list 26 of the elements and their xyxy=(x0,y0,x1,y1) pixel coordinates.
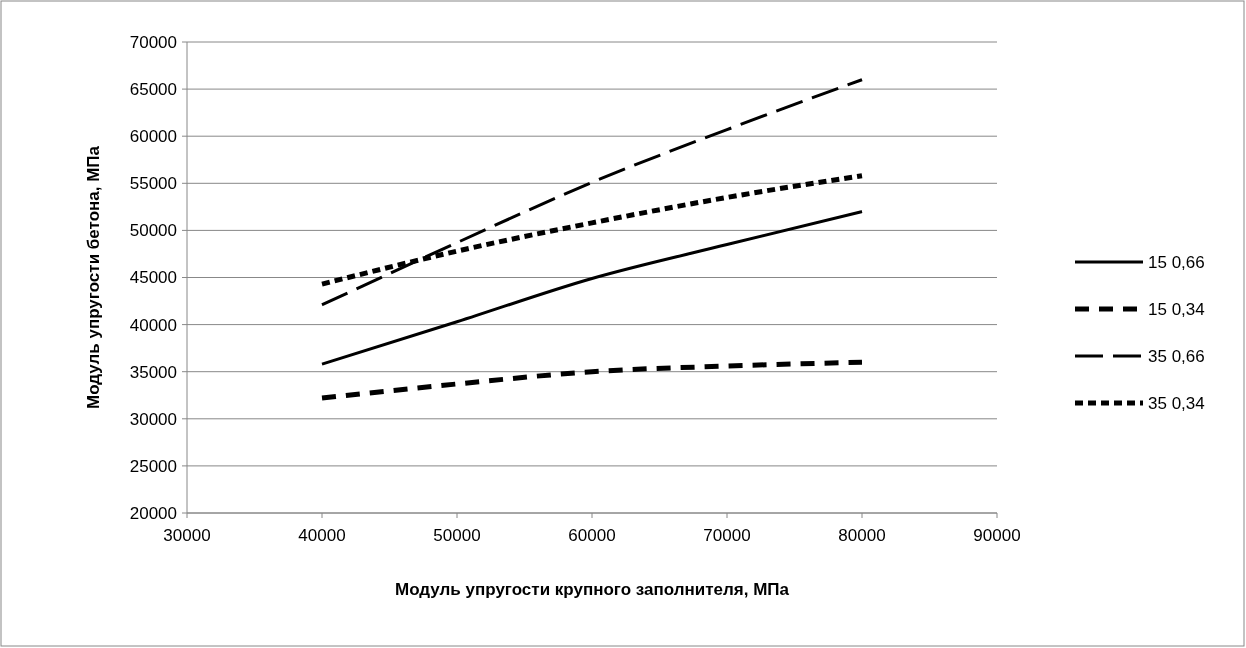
y-tick-label: 65000 xyxy=(129,80,177,100)
x-tick-label: 90000 xyxy=(973,526,1021,545)
y-tick-label: 25000 xyxy=(129,456,177,476)
y-tick-label: 40000 xyxy=(129,315,177,335)
legend-label: 35 0,66 xyxy=(1148,346,1205,366)
y-tick-label: 35000 xyxy=(129,362,177,382)
y-tick-label: 60000 xyxy=(129,127,177,147)
line-series xyxy=(320,210,864,366)
x-tick-label: 50000 xyxy=(433,526,481,545)
x-tick-label: 80000 xyxy=(838,526,886,545)
x-axis-title: Модуль упругости крупного заполнителя, МПа xyxy=(394,580,790,599)
y-tick-label: 55000 xyxy=(129,174,177,194)
x-tick-label: 60000 xyxy=(568,526,616,545)
y-tick-label: 20000 xyxy=(129,503,177,523)
y-axis-title: Модуль упругости бетона, МПа xyxy=(84,145,103,410)
line-series xyxy=(320,78,864,307)
y-tick-label: 30000 xyxy=(129,409,177,429)
y-tick-label: 50000 xyxy=(129,221,177,241)
y-tick-label: 45000 xyxy=(129,268,177,288)
x-tick-label: 30000 xyxy=(163,526,211,545)
x-tick-label: 40000 xyxy=(298,526,346,545)
legend-label: 15 0,34 xyxy=(1148,299,1205,319)
legend-label: 35 0,34 xyxy=(1148,393,1205,413)
x-tick-label: 70000 xyxy=(703,526,751,545)
y-tick-label: 70000 xyxy=(129,32,177,52)
legend-label: 15 0,66 xyxy=(1148,252,1205,272)
